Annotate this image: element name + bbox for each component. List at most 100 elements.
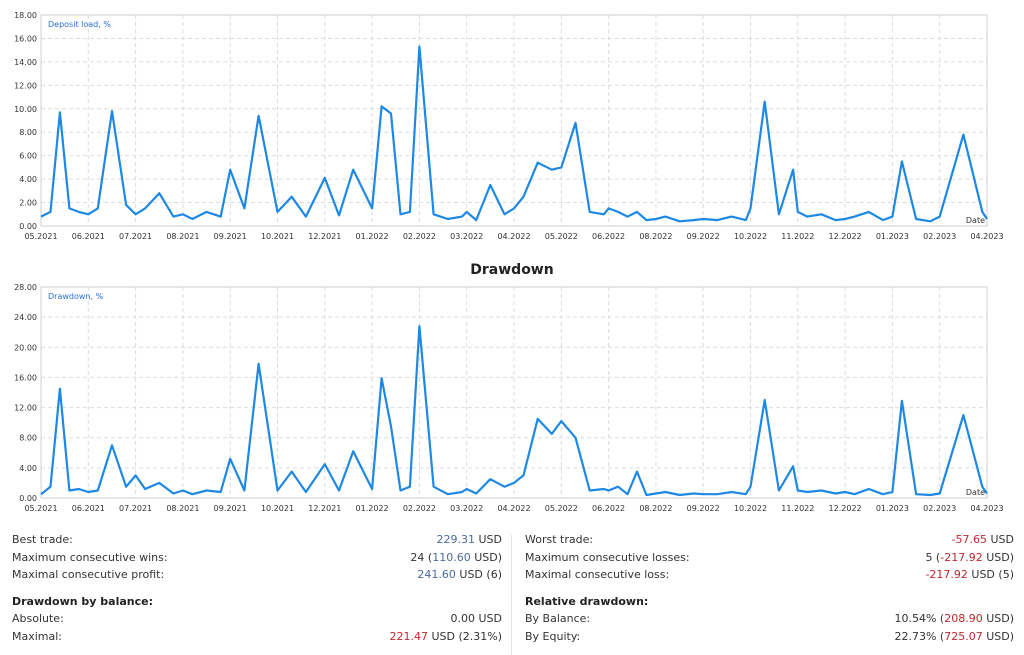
- maximal-drawdown-unit: USD (2.31%): [427, 629, 502, 643]
- worst-trade-unit: USD: [986, 533, 1014, 546]
- x-tick-label: 11.2022: [781, 504, 814, 513]
- x-axis-label: Date: [966, 488, 985, 497]
- y-tick-label: 8.00: [19, 128, 37, 137]
- y-tick-label: 28.00: [14, 283, 37, 292]
- max-consecutive-wins-unit: USD): [470, 550, 502, 564]
- x-tick-label: 01.2022: [356, 504, 389, 513]
- x-tick-label: 02.2022: [403, 504, 436, 513]
- best-trade-amount: 229.31: [436, 533, 475, 546]
- max-consecutive-wins-label: Maximum consecutive wins:: [12, 550, 168, 564]
- y-tick-label: 0.00: [19, 494, 37, 503]
- x-tick-label: 10.2021: [261, 232, 294, 241]
- x-tick-label: 09.2022: [687, 232, 720, 241]
- relative-by-equity-value: 22.73% (725.07 USD): [894, 628, 1014, 646]
- x-tick-label: 02.2023: [923, 232, 956, 241]
- x-tick-label: 08.2022: [639, 504, 672, 513]
- max-consecutive-loss-value: -217.92 USD (5): [925, 566, 1014, 584]
- relative-drawdown-title: Relative drawdown:: [525, 594, 649, 608]
- relative-by-balance-unit: USD): [982, 612, 1014, 625]
- relative-by-balance-value: 10.54% (208.90 USD): [894, 610, 1014, 628]
- best-trade-row: Best trade: 229.31 USD: [12, 531, 502, 549]
- best-trade-value: 229.31 USD: [436, 531, 502, 549]
- x-tick-label: 09.2021: [214, 232, 247, 241]
- deposit-load-chart: 0.00 2.00 4.00 6.00 8.00 10.00 12.00 14.00 16.00…: [0, 0, 1024, 250]
- relative-by-balance-percent: 10.54% (: [894, 612, 945, 625]
- y-tick-label: 20.00: [14, 343, 37, 352]
- max-consecutive-losses-label: Maximum consecutive losses:: [525, 550, 690, 564]
- max-consecutive-wins-row: Maximum consecutive wins: 24 (110.60 USD…: [12, 549, 502, 567]
- x-axis-label: Date: [966, 216, 985, 225]
- relative-by-equity-amount: 725.07: [944, 629, 983, 643]
- deposit-load-chart-svg: 0.00 2.00 4.00 6.00 8.00 10.00 12.00 14.00 16.00…: [14, 11, 1003, 241]
- max-consecutive-wins-amount: 110.60: [432, 550, 471, 564]
- max-consecutive-wins-count: 24 (: [410, 550, 433, 564]
- x-tick-label: 09.2021: [214, 504, 247, 513]
- x-tick-label: 12.2022: [829, 232, 862, 241]
- series-label: Drawdown, %: [48, 292, 104, 301]
- x-tick-label: 06.2021: [72, 504, 105, 513]
- x-tick-label: 12.2021: [308, 504, 341, 513]
- x-tick-label: 07.2021: [119, 504, 152, 513]
- max-consecutive-losses-value: 5 (-217.92 USD): [925, 549, 1014, 567]
- worst-trade-amount: -57.65: [951, 533, 987, 546]
- best-trade-label: Best trade:: [12, 533, 73, 546]
- x-tick-label: 09.2022: [687, 504, 720, 513]
- y-tick-label: 12.00: [14, 404, 37, 413]
- absolute-drawdown-label: Absolute:: [12, 612, 64, 625]
- max-consecutive-losses-count: 5 (: [925, 550, 941, 564]
- max-consecutive-loss-label: Maximal consecutive loss:: [525, 568, 670, 581]
- drawdown-chart: 0.00 4.00 8.00 12.00 16.00 20.00 24.00 28.00 05.…: [0, 262, 1024, 520]
- y-tick-label: 6.00: [19, 152, 37, 161]
- max-consecutive-loss-amount: -217.92: [925, 568, 968, 581]
- max-consecutive-losses-amount: -217.92: [940, 550, 983, 564]
- absolute-drawdown-row: Absolute: 0.00 USD: [12, 610, 502, 628]
- x-tick-label: 01.2023: [876, 504, 909, 513]
- max-consecutive-profit-label: Maximal consecutive profit:: [12, 568, 165, 581]
- x-tick-label: 10.2021: [261, 504, 294, 513]
- y-tick-label: 4.00: [19, 175, 37, 184]
- y-tick-label: 8.00: [19, 434, 37, 443]
- column-divider: [511, 535, 512, 655]
- max-consecutive-losses-row: Maximum consecutive losses: 5 (-217.92 U…: [525, 549, 1014, 567]
- x-tick-label: 04.2023: [970, 504, 1003, 513]
- x-tick-label: 11.2022: [781, 232, 814, 241]
- x-tick-label: 03.2022: [450, 504, 483, 513]
- x-tick-label: 05.2021: [24, 232, 57, 241]
- x-tick-label: 03.2022: [450, 232, 483, 241]
- y-tick-label: 24.00: [14, 313, 37, 322]
- y-tick-label: 14.00: [14, 58, 37, 67]
- x-tick-label: 05.2022: [545, 504, 578, 513]
- x-tick-label: 04.2022: [497, 232, 530, 241]
- relative-by-equity-unit: USD): [982, 629, 1014, 643]
- trade-statistics: Best trade: 229.31 USD Maximum consecuti…: [0, 531, 1024, 655]
- x-tick-label: 06.2022: [592, 504, 625, 513]
- x-tick-label: 04.2022: [497, 504, 530, 513]
- x-tick-label: 08.2021: [166, 504, 199, 513]
- x-tick-label: 01.2023: [876, 232, 909, 241]
- max-consecutive-loss-row: Maximal consecutive loss: -217.92 USD (5…: [525, 566, 1014, 584]
- worst-trade-row: Worst trade: -57.65 USD: [525, 531, 1014, 549]
- relative-by-equity-row: By Equity: 22.73% (725.07 USD): [525, 628, 1014, 646]
- max-consecutive-loss-unit: USD (5): [967, 568, 1014, 581]
- y-tick-label: 0.00: [19, 222, 37, 231]
- series-line: [40, 325, 988, 497]
- x-tick-label: 08.2022: [639, 232, 672, 241]
- y-tick-label: 16.00: [14, 34, 37, 43]
- x-tick-label: 12.2022: [829, 504, 862, 513]
- relative-by-equity-percent: 22.73% (: [894, 629, 945, 643]
- y-tick-label: 10.00: [14, 105, 37, 114]
- relative-by-balance-row: By Balance: 10.54% (208.90 USD): [525, 610, 1014, 628]
- y-tick-label: 18.00: [14, 11, 37, 20]
- x-tick-label: 04.2023: [970, 232, 1003, 241]
- stats-right-column: Worst trade: -57.65 USD Maximum consecut…: [525, 531, 1014, 645]
- stats-left-column: Best trade: 229.31 USD Maximum consecuti…: [12, 531, 502, 645]
- drawdown-chart-svg: 0.00 4.00 8.00 12.00 16.00 20.00 24.00 28.00 05.…: [14, 283, 1003, 513]
- max-consecutive-profit-unit: USD (6): [455, 568, 502, 581]
- max-consecutive-losses-unit: USD): [982, 550, 1014, 564]
- x-tick-label: 08.2021: [166, 232, 199, 241]
- x-tick-label: 12.2021: [308, 232, 341, 241]
- x-tick-label: 10.2022: [734, 504, 767, 513]
- max-consecutive-profit-row: Maximal consecutive profit: 241.60 USD (…: [12, 566, 502, 584]
- best-trade-unit: USD: [474, 533, 502, 546]
- x-tick-label: 07.2021: [119, 232, 152, 241]
